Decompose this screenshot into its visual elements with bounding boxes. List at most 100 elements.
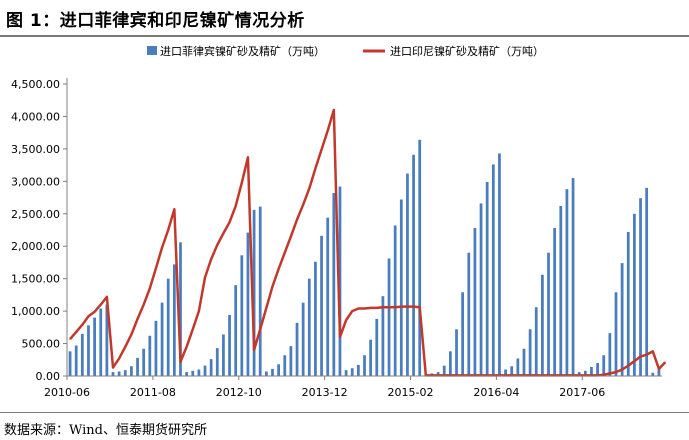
line-point	[664, 361, 666, 364]
line-point	[382, 306, 384, 309]
x-tick-label: 2016-04	[473, 386, 519, 399]
line-point	[277, 268, 280, 270]
x-tick-label: 2011-08	[130, 386, 176, 399]
bar	[222, 334, 225, 376]
bar	[534, 307, 538, 376]
bar	[172, 264, 176, 376]
source-note: 数据来源：Wind、恒泰期货研究所	[4, 423, 207, 438]
bar	[295, 322, 299, 376]
y-tick-label: 2,000.00	[11, 240, 60, 253]
bar	[399, 199, 403, 376]
bar	[283, 355, 287, 376]
line-point	[167, 229, 170, 231]
footer-divider	[0, 412, 689, 413]
bar	[375, 318, 379, 376]
title-divider	[0, 35, 689, 37]
line-point	[412, 305, 415, 308]
line-point	[130, 333, 133, 336]
bar	[412, 154, 415, 376]
bar	[369, 339, 373, 376]
bar	[498, 153, 501, 376]
x-tick-label: 2015-02	[388, 386, 434, 399]
line-point	[271, 285, 274, 288]
bar	[240, 255, 244, 376]
bar	[209, 359, 213, 376]
x-tick-label: 2017-06	[559, 386, 605, 399]
bar	[301, 302, 305, 376]
line-point	[388, 306, 390, 309]
bar	[363, 355, 366, 376]
bar	[87, 325, 90, 376]
bar	[393, 225, 397, 376]
y-tick-label: 3,500.00	[11, 143, 60, 156]
bar	[154, 320, 158, 376]
line-point	[345, 319, 347, 322]
page-title: 图 1：进口菲律宾和印尼镍矿情况分析	[6, 11, 305, 31]
line-point	[253, 349, 255, 351]
line-point	[99, 303, 102, 306]
bar	[436, 372, 440, 376]
line-point	[351, 310, 354, 312]
bar	[203, 365, 207, 376]
line-point	[161, 246, 163, 249]
bar	[74, 345, 78, 376]
bar	[596, 363, 599, 376]
chart: 进口菲律宾镍矿砂及精矿（万吨） 进口印尼镍矿砂及精矿（万吨） 0.00 500.00…	[11, 44, 666, 399]
bar	[68, 351, 72, 376]
legend-label: 进口印尼镍矿砂及精矿（万吨）	[390, 44, 544, 58]
bar	[516, 358, 520, 376]
line-point	[418, 306, 421, 309]
line-point	[308, 187, 311, 190]
line-point	[204, 276, 206, 279]
bar	[289, 346, 293, 376]
bar	[608, 333, 612, 376]
bar	[326, 217, 330, 376]
bar	[449, 351, 452, 376]
bar	[381, 296, 385, 376]
bar	[559, 205, 563, 376]
bar	[602, 355, 606, 376]
bar	[626, 231, 630, 376]
y-tick-label: 1,000.00	[11, 305, 60, 318]
bar	[504, 369, 507, 376]
line-point	[333, 109, 335, 111]
line-point	[216, 244, 219, 246]
line-point	[93, 310, 96, 313]
bar	[338, 186, 342, 376]
line-point	[369, 307, 372, 309]
bar	[418, 139, 422, 376]
axes: 0.00 500.00 1,000.00 1,500.00 2,000.00 2,500.…	[11, 78, 662, 399]
line-point	[602, 373, 605, 376]
legend: 进口菲律宾镍矿砂及精矿（万吨） 进口印尼镍矿砂及精矿（万吨）	[147, 44, 544, 58]
bar	[191, 370, 195, 376]
bar	[387, 258, 391, 376]
line-point	[658, 368, 660, 370]
x-tick-label: 2013-12	[302, 386, 348, 399]
line-point	[320, 148, 323, 151]
y-tick-label: 2,500.00	[11, 208, 60, 221]
bar	[215, 348, 219, 376]
bar	[307, 278, 311, 376]
x-tick-label: 2010-06	[44, 386, 90, 399]
bar	[442, 365, 446, 376]
y-tick-label: 4,500.00	[11, 78, 60, 91]
line-point	[222, 232, 225, 235]
line-point	[185, 346, 188, 348]
bar	[197, 369, 201, 376]
line-point	[87, 315, 90, 318]
line-point	[228, 221, 231, 224]
y-tick-label: 3,000.00	[11, 175, 60, 188]
line-point	[75, 331, 77, 333]
bar	[277, 364, 280, 376]
line-point	[652, 350, 654, 353]
line-point	[400, 305, 403, 308]
bar	[344, 370, 348, 376]
line-point	[259, 328, 262, 331]
line-point	[609, 372, 611, 375]
line-path	[69, 108, 666, 377]
bar	[166, 278, 170, 376]
bar	[406, 173, 409, 376]
line-point	[136, 318, 139, 320]
bar	[99, 308, 103, 376]
y-tick-label: 4,000.00	[11, 110, 60, 123]
